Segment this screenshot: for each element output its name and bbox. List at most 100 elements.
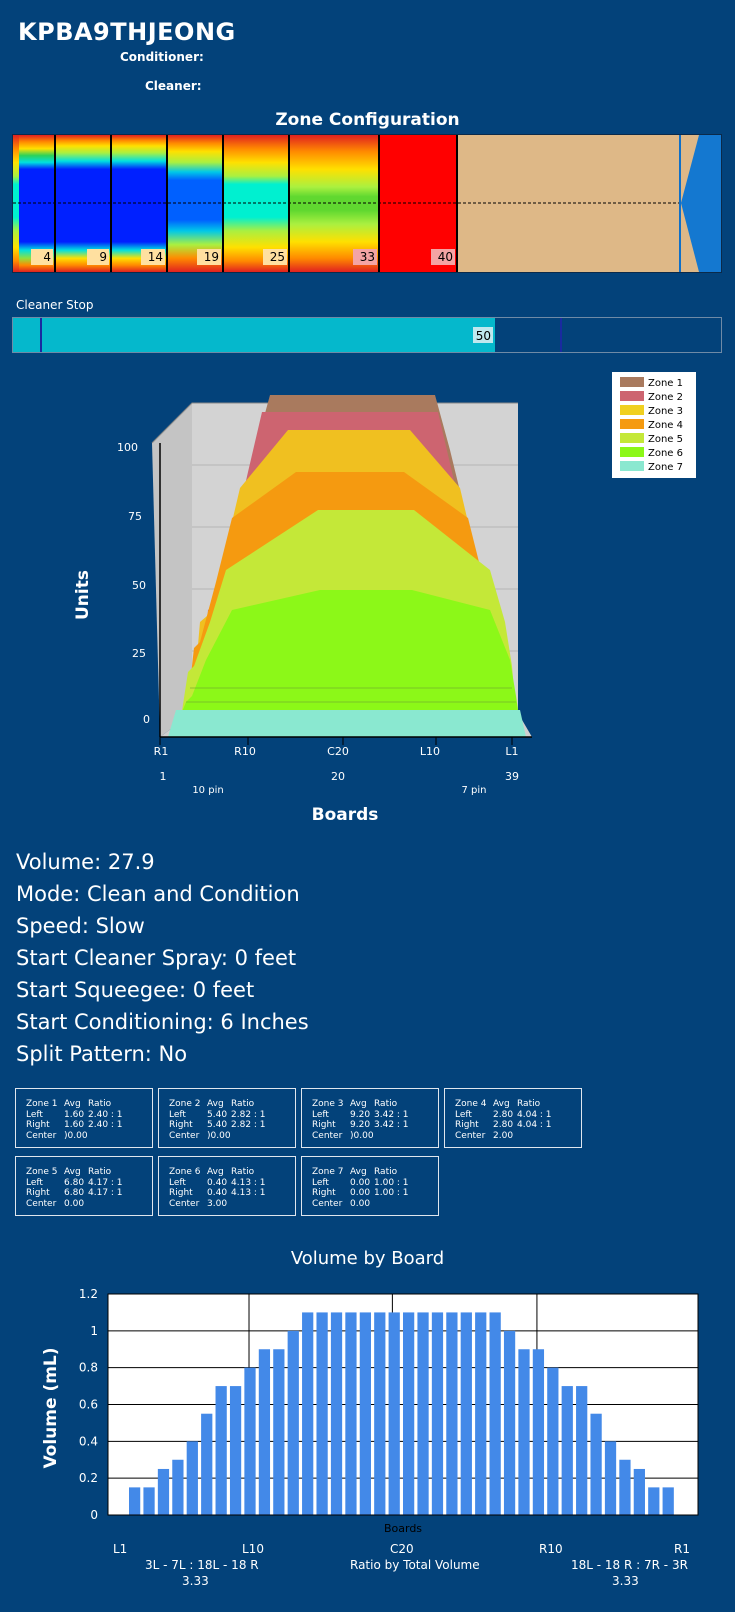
stat-volume: Volume: 27.9 [16, 850, 155, 874]
volume-bar-10 [258, 1349, 271, 1515]
center-avg: 0.00 [64, 1198, 85, 1209]
left-label: Left [169, 1109, 186, 1120]
left-ratio: 4.13 : 1 [231, 1177, 266, 1188]
volume-bar-33 [590, 1413, 602, 1515]
right-avg: 6.80 [64, 1188, 85, 1198]
x-tick-l10: L10 [420, 745, 440, 758]
zone-summary-2: Zone 2 Avg Ratio Left 5.40 2.82 : 1 Right 5.40 2… [158, 1088, 296, 1148]
left-ratio: 4.17 : 1 [88, 1177, 123, 1188]
pin-right-label: 7 pin [461, 785, 486, 796]
zone-name: Zone 6 [169, 1167, 201, 1177]
cleaner-stop-value: 50 [476, 329, 491, 343]
board-number-1: 1 [160, 770, 167, 783]
volume-bar-21 [417, 1312, 429, 1515]
right-ratio: 2.40 : 1 [88, 1120, 123, 1130]
left-avg: 6.80 [64, 1177, 85, 1188]
ratio-header: Ratio [374, 1099, 398, 1109]
center-avg: 3.00 [207, 1198, 228, 1209]
volume-y-tick: 0.2 [79, 1471, 98, 1485]
center-avg: )0.00 [207, 1130, 231, 1141]
center-label: Center [169, 1130, 200, 1141]
stat-mode: Mode: Clean and Condition [16, 882, 300, 906]
left-avg: 5.40 [207, 1109, 228, 1120]
volume-bar-15 [330, 1312, 343, 1515]
y-tick-25: 25 [132, 647, 146, 660]
legend-zone-4: Zone 4 [648, 420, 683, 431]
volume-by-board-chart: 0 0.2 0.4 0.6 0.8 1 1.2 Volume (mL) Boards [0, 1280, 735, 1542]
zone-boundary-1: 4 [43, 250, 51, 264]
right-avg: 0.40 [207, 1188, 228, 1198]
volume-bar-23 [446, 1312, 458, 1515]
zone-boundary-3: 14 [148, 250, 163, 264]
cleaner-stop-label: Cleaner Stop [16, 298, 94, 312]
volume-bar-8 [229, 1386, 242, 1515]
cleaner-stop-bar[interactable]: 50 [12, 317, 722, 353]
zone-summary-6: Zone 6 Avg Ratio Left 0.40 4.13 : 1 Right 0.40 4… [158, 1156, 296, 1216]
y-tick-75: 75 [128, 510, 142, 523]
ratio-header: Ratio [231, 1099, 255, 1109]
avg-header: Avg [350, 1167, 367, 1177]
volume-plot-border [107, 1293, 699, 1516]
volume-bar-20 [403, 1312, 415, 1515]
avg-header: Avg [207, 1167, 224, 1177]
legend-zone-7: Zone 7 [648, 462, 683, 473]
volume-bar-27 [503, 1330, 516, 1515]
volume-bar-11 [273, 1349, 285, 1515]
ratio-header: Ratio [88, 1099, 112, 1109]
left-label: Left [169, 1177, 186, 1188]
volume-bar-34 [604, 1441, 617, 1515]
zone-boundary-5: 25 [270, 250, 285, 264]
right-label: Right [26, 1120, 50, 1130]
volume-bar-14 [316, 1312, 328, 1515]
volume-bar-25 [475, 1312, 487, 1515]
right-avg: 0.00 [350, 1188, 371, 1198]
right-ratio: 3.42 : 1 [374, 1120, 409, 1130]
right-ratio: 1.00 : 1 [374, 1188, 409, 1198]
volume-y-label: Volume (mL) [41, 1347, 61, 1468]
avg-header: Avg [207, 1099, 224, 1109]
volume-chart-title: Volume by Board [290, 1248, 445, 1269]
legend-zone-3: Zone 3 [648, 406, 683, 417]
board-number-20: 20 [331, 770, 345, 783]
center-avg: )0.00 [350, 1130, 374, 1141]
x-tick-r10: R10 [234, 745, 256, 758]
volume-bar-24 [460, 1312, 472, 1515]
right-ratio: 4.17 : 1 [88, 1188, 123, 1198]
left-label: Left [312, 1109, 329, 1120]
right-label: Right [455, 1120, 479, 1130]
ratio-header: Ratio [374, 1167, 398, 1177]
legend-zone-6: Zone 6 [648, 448, 683, 459]
volume-bar-18 [374, 1312, 386, 1515]
volume-y-tick: 1 [90, 1324, 98, 1338]
right-label: Right [169, 1188, 193, 1198]
zone-configuration-bar[interactable]: 4 9 14 19 25 33 40 [12, 134, 722, 273]
center-avg: )0.00 [64, 1130, 88, 1141]
left-ratio: 3.42 : 1 [374, 1109, 409, 1120]
legend-zone-1: Zone 1 [648, 378, 683, 389]
right-label: Right [26, 1188, 50, 1198]
left-ratio: 4.04 : 1 [517, 1109, 552, 1120]
volume-y-tick: 0.6 [79, 1398, 98, 1412]
volume-bar-37 [648, 1487, 660, 1515]
y-tick-100: 100 [117, 441, 138, 454]
volume-bar-9 [244, 1367, 256, 1515]
zone-name: Zone 3 [312, 1099, 344, 1109]
left-avg: 9.20 [350, 1109, 371, 1120]
stat-start-squeegee: Start Squeegee: 0 feet [16, 978, 255, 1002]
x-tick-c20: C20 [327, 745, 349, 758]
zone-summary-3: Zone 3 Avg Ratio Left 9.20 3.42 : 1 Right 9.20 3… [301, 1088, 439, 1148]
volume-y-tick: 0.4 [79, 1434, 98, 1448]
left-label: Left [312, 1177, 329, 1188]
zone-boundary-6: 33 [360, 250, 375, 264]
center-label: Center [455, 1130, 486, 1141]
volume-bar-4 [172, 1459, 184, 1515]
profile-x-label: Boards [312, 805, 379, 820]
volume-bar-5 [186, 1441, 198, 1515]
avg-header: Avg [493, 1099, 510, 1109]
avg-header: Avg [350, 1099, 367, 1109]
footer-tick-c20: C20 [390, 1542, 414, 1556]
zone-name: Zone 2 [169, 1099, 201, 1109]
legend-zone-2: Zone 2 [648, 392, 683, 403]
volume-bar-13 [302, 1312, 314, 1515]
cleaner-label: Cleaner: [145, 79, 202, 93]
